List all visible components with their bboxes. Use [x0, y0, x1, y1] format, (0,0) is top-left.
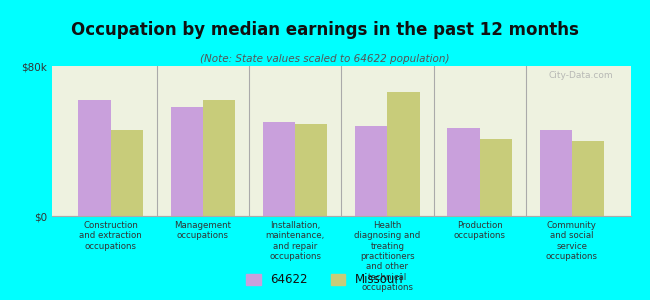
Bar	[572, 141, 604, 216]
Legend: 64622, Missouri: 64622, Missouri	[242, 269, 408, 291]
Bar	[295, 124, 328, 216]
Bar	[355, 126, 387, 216]
Bar	[447, 128, 480, 216]
Bar	[387, 92, 420, 216]
Bar	[480, 139, 512, 216]
Text: City-Data.com: City-Data.com	[549, 70, 613, 80]
Bar	[78, 100, 111, 216]
Bar	[263, 122, 295, 216]
Bar	[203, 100, 235, 216]
Bar	[170, 107, 203, 216]
Text: Occupation by median earnings in the past 12 months: Occupation by median earnings in the pas…	[71, 21, 579, 39]
Bar	[111, 130, 143, 216]
Bar	[540, 130, 572, 216]
Text: (Note: State values scaled to 64622 population): (Note: State values scaled to 64622 popu…	[200, 54, 450, 64]
